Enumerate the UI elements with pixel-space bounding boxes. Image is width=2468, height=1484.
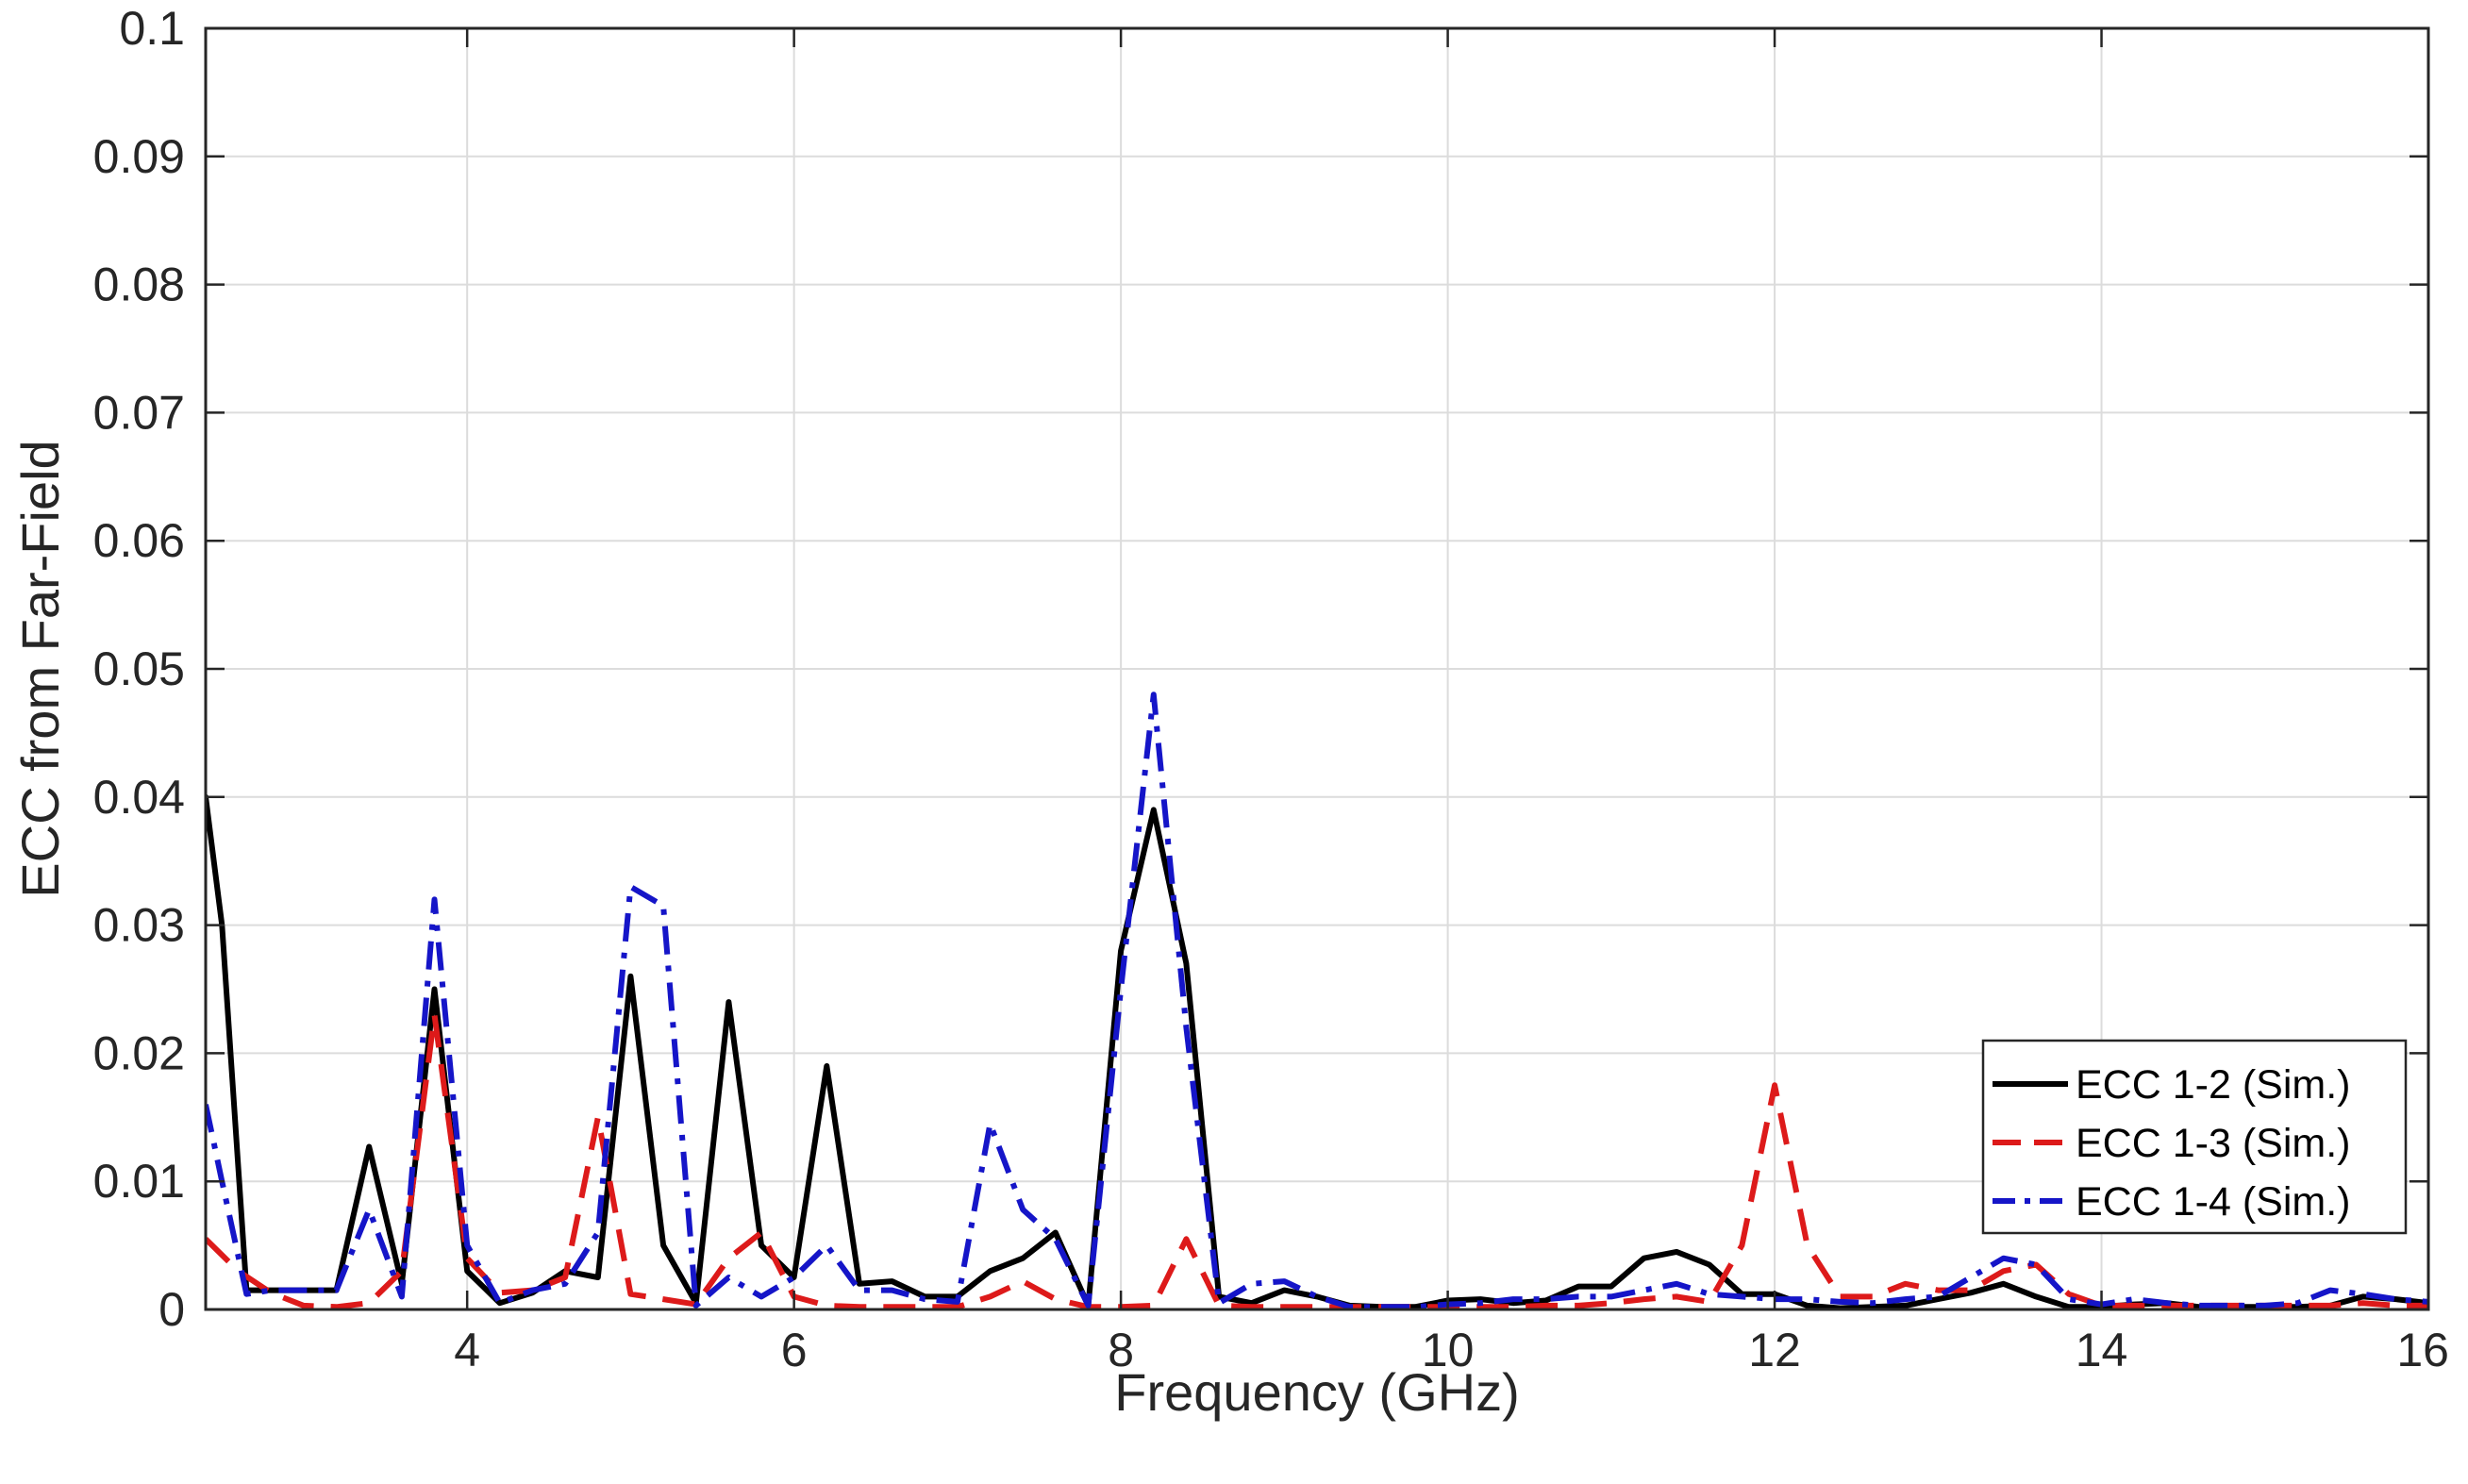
series-line-2	[206, 1011, 2428, 1309]
y-tick-label: 0	[158, 1283, 185, 1336]
y-tick-label: 0.07	[93, 386, 185, 439]
y-tick-label: 0.05	[93, 642, 185, 695]
x-tick-label: 14	[2076, 1324, 2128, 1376]
x-tick-label: 10	[1422, 1324, 1475, 1376]
legend-label-2: ECC 1-3 (Sim.)	[2076, 1121, 2350, 1166]
y-tick-label: 0.09	[93, 130, 185, 183]
legend-label-3: ECC 1-4 (Sim.)	[2076, 1179, 2350, 1225]
y-tick-label: 0.03	[93, 899, 185, 952]
y-axis-label: ECC from Far-Field	[10, 440, 70, 897]
y-tick-label: 0.1	[119, 2, 185, 55]
x-tick-label: 4	[454, 1324, 480, 1376]
tick-marks	[206, 26, 2430, 1311]
x-tick-label: 16	[2396, 1324, 2449, 1376]
y-tick-label: 0.01	[93, 1155, 185, 1208]
y-tick-label: 0.04	[93, 771, 185, 824]
x-axis-label: Frequency (GHz)	[1114, 1362, 1519, 1422]
x-tick-labels: 4 6 8 10 12 14 16	[454, 1324, 2449, 1376]
x-tick-label: 8	[1108, 1324, 1134, 1376]
series-layer	[206, 692, 2428, 1309]
y-tick-label: 0.08	[93, 258, 185, 311]
y-tick-label: 0.02	[93, 1026, 185, 1079]
x-tick-label: 6	[781, 1324, 808, 1376]
legend: ECC 1-2 (Sim.) ECC 1-3 (Sim.) ECC 1-4 (Sim…	[1981, 1039, 2408, 1235]
y-tick-label: 0.06	[93, 514, 185, 567]
legend-label-1: ECC 1-2 (Sim.)	[2076, 1062, 2350, 1108]
x-tick-label: 12	[1748, 1324, 1801, 1376]
y-tick-labels: 0 0.01 0.02 0.03 0.04 0.05 0.06 0.07 0.08 0.09 0.1	[93, 2, 185, 1336]
series-line-3	[206, 692, 2428, 1309]
